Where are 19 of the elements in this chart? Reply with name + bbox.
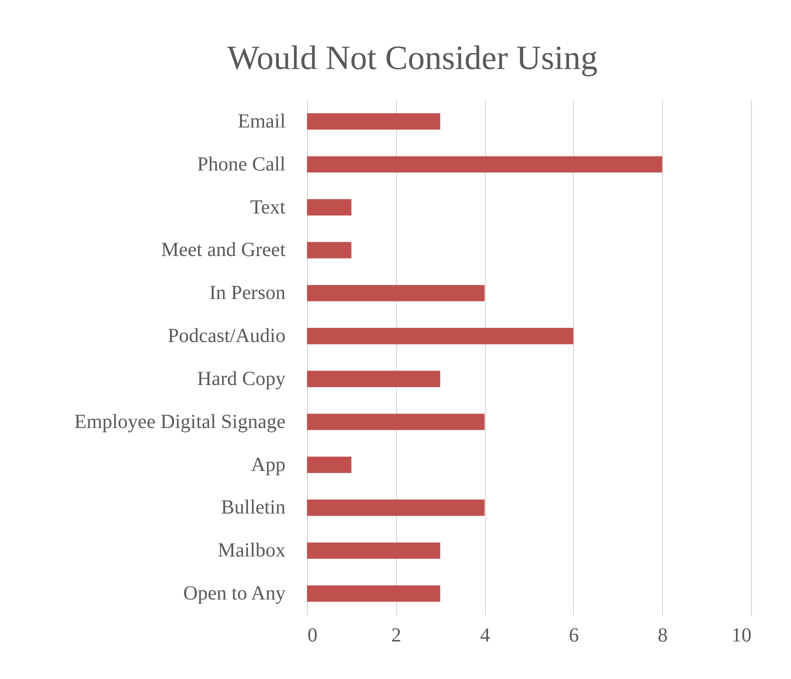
y-tick-label: Mailbox xyxy=(218,540,286,562)
x-tick-label: 6 xyxy=(568,624,579,646)
y-tick-label: Employee Digital Signage xyxy=(74,410,286,433)
y-tick-label: Bulletin xyxy=(221,496,286,519)
x-tick-label: 8 xyxy=(658,624,668,646)
x-tick-label: 0 xyxy=(308,624,318,646)
y-tick-label: In Person xyxy=(209,282,286,304)
y-tick-label: Hard Copy xyxy=(197,368,286,390)
chart-title: Would Not Consider Using xyxy=(227,40,598,77)
y-tick-label: App xyxy=(251,454,286,476)
y-tick-label: Open to Any xyxy=(183,582,286,605)
x-tick-label: 2 xyxy=(391,624,402,646)
y-tick-label: Email xyxy=(238,110,286,132)
x-tick-label: 4 xyxy=(480,624,490,646)
x-tick-label: 10 xyxy=(732,624,752,646)
y-tick-label: Text xyxy=(250,196,286,218)
y-tick-label: Phone Call xyxy=(197,153,286,176)
y-tick-label: Meet and Greet xyxy=(161,239,286,262)
y-tick-label: Podcast/Audio xyxy=(168,325,286,348)
